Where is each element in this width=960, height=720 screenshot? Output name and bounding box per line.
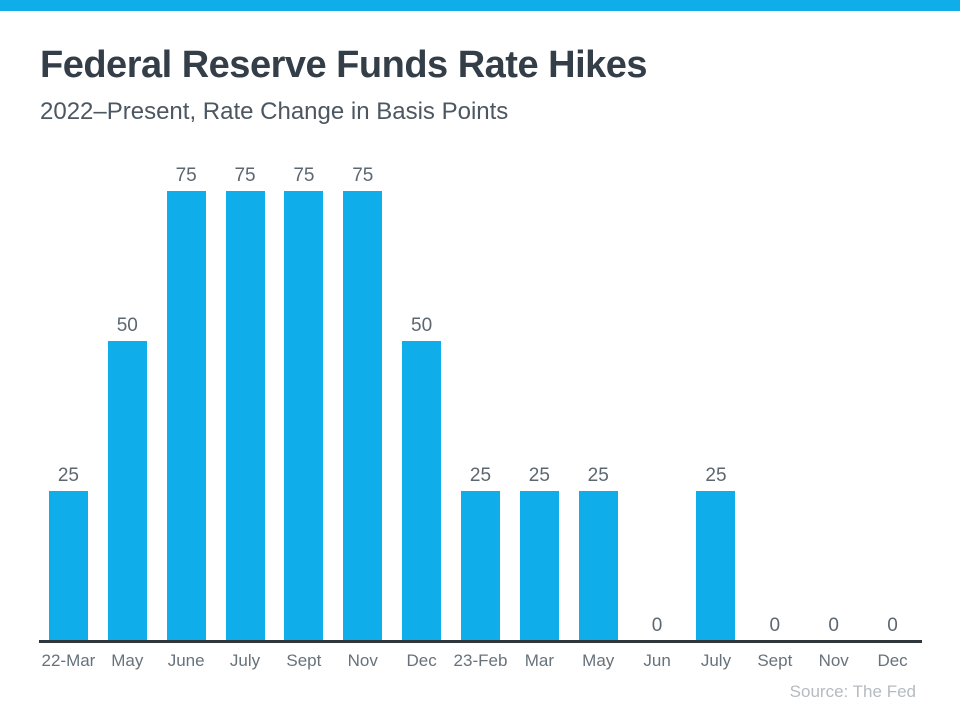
x-axis-tick-label: May	[582, 651, 615, 670]
x-axis-tick-label: Dec	[406, 651, 437, 670]
x-axis-labels: 22-Mar May June July Sept Nov Dec 23-Feb Mar May J…	[39, 651, 922, 673]
bar	[343, 191, 383, 641]
chart-subtitle: 2022–Present, Rate Change in Basis Point…	[40, 98, 509, 125]
x-axis-tick-label: 22-Mar	[41, 651, 96, 670]
bar	[107, 341, 147, 641]
bar-value-label: 25	[469, 465, 492, 486]
bar	[402, 341, 442, 641]
bar-value-label: 50	[411, 315, 433, 336]
x-axis-tick-label: Dec	[877, 651, 908, 670]
source-note: Source: The Fed	[789, 682, 916, 701]
x-axis-tick-label: Sept	[286, 651, 322, 670]
x-axis-tick-label: June	[167, 651, 205, 670]
x-axis-line	[39, 640, 922, 643]
bar	[519, 491, 559, 641]
bar-value-label: 25	[57, 465, 79, 486]
bar	[284, 191, 324, 641]
bar-value-label: 25	[528, 465, 550, 486]
x-axis-tick-label: May	[111, 651, 144, 670]
bar-value-label: 75	[352, 165, 374, 186]
bar-value-label: 75	[293, 165, 315, 186]
bar-chart-plot-area: 25 50 75 75 75 75 50 25 25 25 0 25 0 0 0	[39, 161, 922, 641]
bar-value-label: 75	[175, 165, 197, 186]
top-accent-bar	[0, 0, 960, 11]
bar-value-label: 0	[887, 615, 898, 636]
bar	[166, 191, 206, 641]
x-axis-tick-label: July	[229, 651, 261, 670]
x-axis-tick-label: Sept	[757, 651, 793, 670]
bar-value-label: 50	[116, 315, 138, 336]
x-axis-tick-label: Nov	[347, 651, 378, 670]
bar-value-label: 25	[705, 465, 727, 486]
bar	[48, 491, 88, 641]
bar-value-label: 0	[651, 615, 663, 636]
bar-value-label: 25	[587, 465, 609, 486]
bar-value-label: 0	[769, 615, 781, 636]
x-axis-tick-label: 23-Feb	[453, 651, 508, 670]
x-axis-tick-label: Jun	[643, 651, 671, 670]
x-axis-tick-label: Nov	[818, 651, 849, 670]
bar	[461, 491, 500, 641]
bar	[578, 491, 618, 641]
bar	[225, 191, 265, 641]
bar	[696, 491, 736, 641]
x-axis-tick-label: July	[700, 651, 732, 670]
bar-value-label: 0	[828, 615, 839, 636]
chart-title: Federal Reserve Funds Rate Hikes	[40, 44, 648, 86]
x-axis-tick-label: Mar	[524, 651, 554, 670]
bar-value-label: 75	[234, 165, 256, 186]
